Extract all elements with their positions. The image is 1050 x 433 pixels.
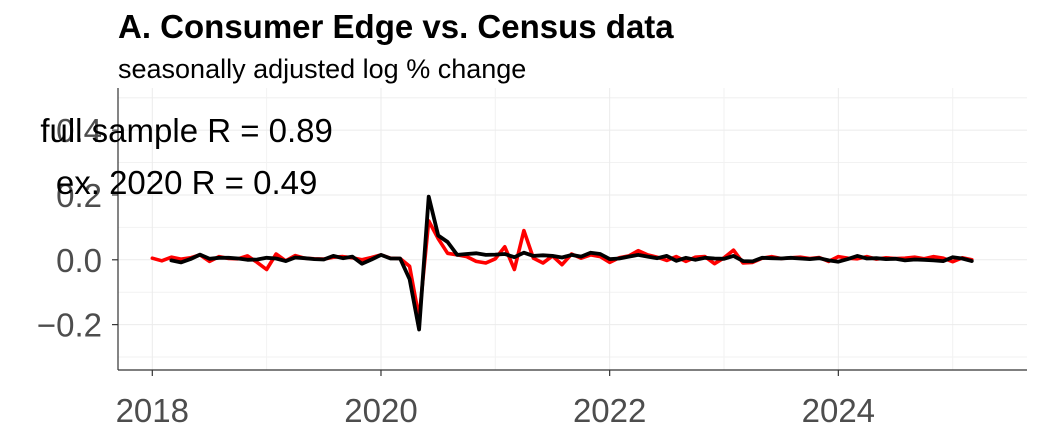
x-tick-label: 2020 [344, 392, 417, 429]
series-line-black [169, 194, 974, 332]
x-tick-label: 2022 [573, 392, 646, 429]
chart-subtitle: seasonally adjusted log % change [118, 54, 527, 84]
annotation-ex-2020: ex. 2020 R = 0.49 [56, 164, 317, 201]
y-tick-label: 0.4 [56, 112, 102, 149]
axis-ticks: 2018 2020 2022 2024 −0.2 0.0 0.2 0.4 [37, 112, 875, 429]
minor-gridlines [118, 88, 1027, 370]
x-tick-label: 2024 [802, 392, 875, 429]
x-tick-label: 2018 [116, 392, 189, 429]
y-tick-label: −0.2 [37, 307, 102, 344]
series-line-red [150, 219, 974, 320]
y-tick-label: 0.0 [56, 242, 102, 279]
chart-title: A. Consumer Edge vs. Census data [118, 8, 674, 45]
series-layer [150, 194, 974, 332]
annotation-full-sample: full sample R = 0.89 [40, 112, 333, 149]
y-tick-label: 0.2 [56, 177, 102, 214]
